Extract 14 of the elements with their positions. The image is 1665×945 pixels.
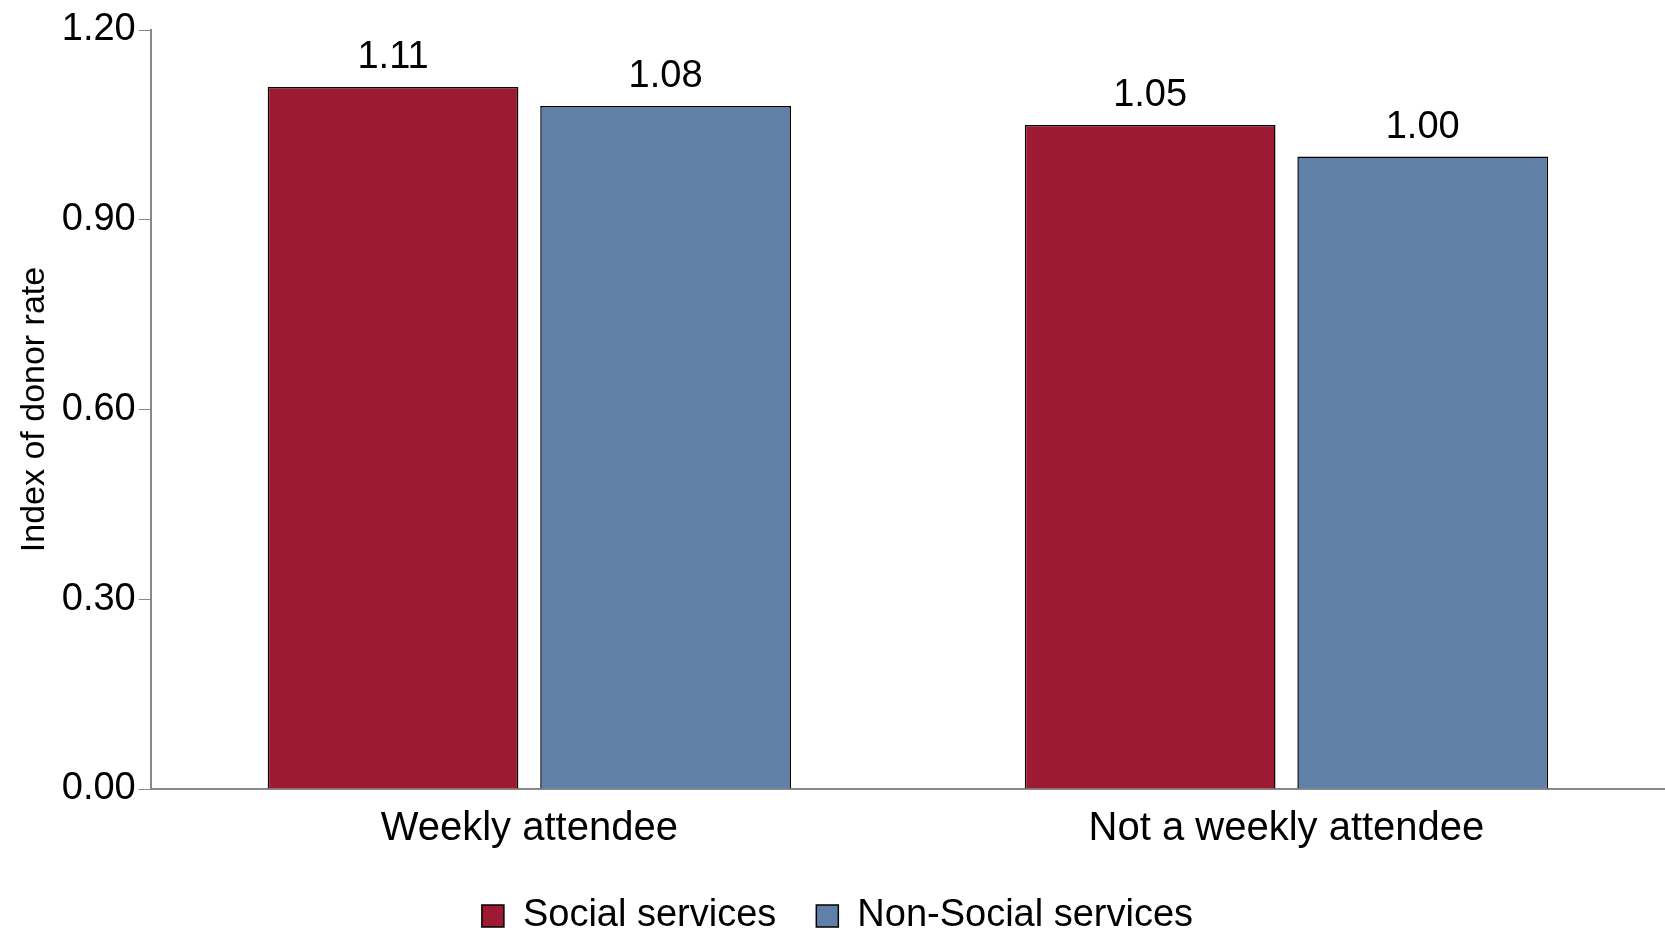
data-label: 1.00 bbox=[1385, 103, 1460, 146]
legend-label: Non-Social services bbox=[857, 892, 1194, 935]
data-label: 1.11 bbox=[357, 34, 429, 77]
y-tick-label: 0.00 bbox=[61, 765, 136, 808]
y-tick-label: 0.30 bbox=[61, 575, 136, 618]
y-tick-label: 1.20 bbox=[61, 6, 136, 49]
data-label: 1.08 bbox=[628, 53, 703, 96]
x-tick-label: Weekly attendee bbox=[380, 804, 678, 849]
y-tick-label: 0.90 bbox=[61, 196, 136, 239]
y-axis-title: Index of donor rate bbox=[12, 266, 51, 553]
legend-label: Social services bbox=[522, 892, 777, 935]
y-tick-label: 0.60 bbox=[61, 385, 136, 428]
x-tick-label: Not a weekly attendee bbox=[1088, 804, 1485, 849]
data-label: 1.05 bbox=[1113, 72, 1188, 115]
